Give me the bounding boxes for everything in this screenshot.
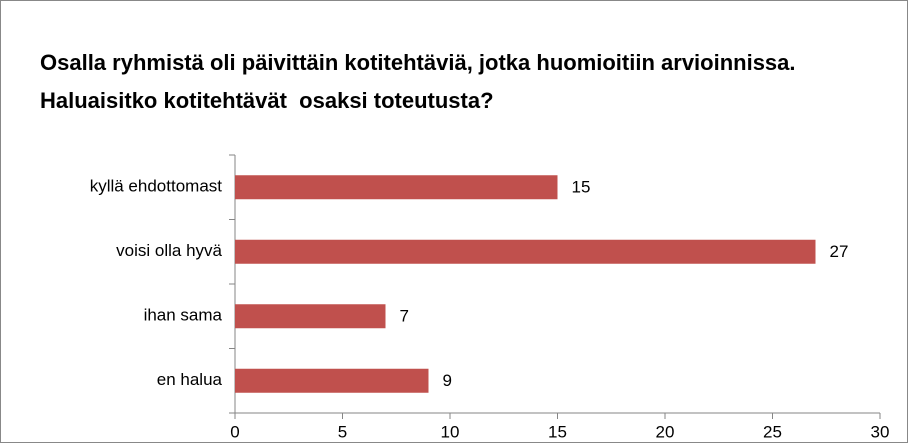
- x-tick-label: 25: [763, 422, 782, 441]
- y-tick-label: en halua: [157, 370, 223, 389]
- value-label: 9: [443, 371, 452, 390]
- value-label: 15: [572, 178, 591, 197]
- x-tick-label: 15: [548, 422, 567, 441]
- bar: [235, 368, 429, 393]
- x-tick-label: 0: [230, 422, 239, 441]
- value-label: 27: [830, 242, 849, 261]
- chart-title: Osalla ryhmistä oli päivittäin kotitehtä…: [40, 50, 802, 113]
- x-tick-label: 30: [871, 422, 890, 441]
- y-tick-label: ihan sama: [144, 306, 223, 325]
- x-tick-label: 20: [656, 422, 675, 441]
- bar: [235, 175, 558, 200]
- x-tick-label: 5: [338, 422, 347, 441]
- value-label: 7: [400, 307, 409, 326]
- bar: [235, 239, 816, 264]
- bar: [235, 304, 386, 329]
- y-tick-label: voisi olla hyvä: [116, 241, 222, 260]
- y-tick-label: kyllä ehdottomast: [90, 177, 223, 196]
- x-tick-label: 10: [441, 422, 460, 441]
